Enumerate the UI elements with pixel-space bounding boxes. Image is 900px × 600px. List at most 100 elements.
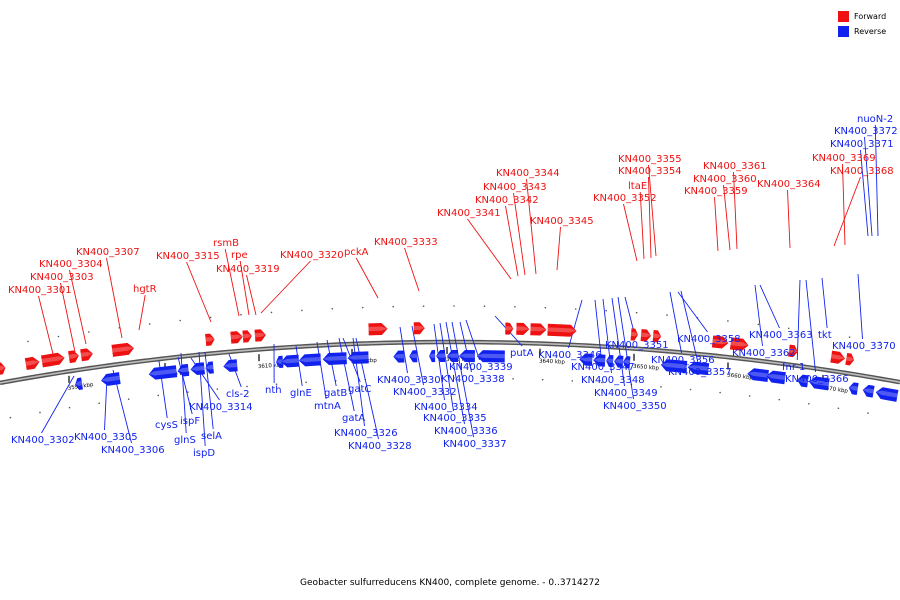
- strand-dot: [808, 402, 810, 405]
- forward-gene-label: KN400_3355: [618, 154, 682, 165]
- reverse-gene-arrow: [393, 350, 405, 363]
- gene-arrow-highlight: [322, 355, 347, 361]
- gene-arrow-highlight: [614, 359, 624, 364]
- forward-label-leader: [833, 176, 861, 247]
- reverse-label-leader: [617, 296, 634, 400]
- reverse-gene-label: KN400_3338: [441, 374, 505, 385]
- reverse-label-leader: [857, 273, 863, 340]
- kbp-tick-label: 3650 kbp: [633, 364, 660, 372]
- forward-gene-label: KN400_3333: [374, 237, 438, 248]
- forward-gene-arrow: [547, 323, 577, 337]
- reverse-gene-label: KN400_3347: [571, 362, 635, 373]
- gene-arrow-highlight: [845, 356, 855, 362]
- forward-gene-label: KN400_3304: [39, 259, 103, 270]
- strand-dot: [689, 388, 692, 391]
- reverse-gene-label: KN400_3356: [651, 355, 715, 366]
- reverse-gene-label: KN400_3336: [434, 426, 498, 437]
- reverse-label-leader: [860, 149, 869, 237]
- reverse-label-leader: [568, 299, 583, 349]
- reverse-gene-label: KN400_3349: [594, 388, 658, 399]
- reverse-label-leader: [338, 337, 355, 412]
- gene-arrow-highlight: [75, 381, 83, 386]
- gene-arrow-highlight: [875, 390, 898, 398]
- gene-arrow-highlight: [766, 374, 786, 380]
- gene-arrow-highlight: [747, 371, 769, 378]
- strand-dot: [719, 391, 721, 394]
- strand-dot: [727, 320, 729, 322]
- gene-arrow-highlight: [547, 327, 577, 333]
- strand-dot: [127, 398, 130, 400]
- strand-dot: [361, 306, 364, 309]
- gene-arrow-highlight: [68, 353, 79, 359]
- forward-label-leader: [138, 294, 146, 331]
- forward-gene-label: KN400_3320: [280, 250, 344, 261]
- strand-dot: [88, 331, 90, 333]
- strand-legend: Forward Reverse: [838, 9, 886, 39]
- gene-arrow-highlight: [298, 356, 321, 363]
- reverse-gene-arrow: [436, 350, 446, 363]
- forward-gene-arrow: [24, 356, 40, 371]
- forward-gene-arrow: [368, 322, 388, 336]
- forward-gene-label: KN400_3345: [530, 216, 594, 227]
- forward-gene-arrow: [505, 322, 514, 335]
- gene-arrow-highlight: [280, 358, 300, 364]
- strand-dot: [757, 323, 760, 326]
- reverse-label-leader: [669, 291, 682, 354]
- strand-dot: [57, 335, 60, 338]
- strand-dot: [818, 331, 820, 334]
- gene-arrow-highlight: [606, 358, 614, 363]
- gene-arrow-highlight: [830, 354, 846, 360]
- reverse-gene-arrow: [809, 376, 830, 391]
- gene-arrow-highlight: [80, 351, 93, 358]
- gene-arrow-highlight: [242, 333, 252, 339]
- forward-label-leader: [787, 189, 791, 249]
- strand-dot: [605, 309, 607, 312]
- reverse-gene-label: KN400_3351: [605, 340, 669, 351]
- gene-arrow-highlight: [275, 359, 284, 364]
- gene-arrow-highlight: [862, 388, 875, 394]
- reverse-label-leader: [754, 284, 763, 347]
- gene-arrow-highlight: [630, 331, 639, 337]
- forward-label-leader: [714, 196, 719, 252]
- gene-arrow-highlight: [190, 365, 205, 371]
- gene-arrow-highlight: [413, 325, 425, 331]
- forward-label-leader: [648, 176, 652, 259]
- forward-label-leader: [723, 184, 731, 251]
- forward-label-leader: [505, 205, 519, 277]
- strand-dot: [837, 407, 840, 410]
- reverse-gene-arrow: [579, 353, 593, 366]
- strand-dot: [216, 388, 219, 390]
- reverse-label-leader: [864, 136, 873, 237]
- gene-arrow-highlight: [660, 362, 687, 369]
- forward-gene-arrow: [640, 329, 652, 342]
- reverse-gene-arrow: [275, 355, 284, 368]
- strand-dot: [601, 381, 603, 384]
- reverse-gene-label: cls-2: [226, 389, 249, 400]
- forward-gene-arrow: [530, 323, 547, 336]
- kbp-tick-label: 3640 kbp: [539, 359, 566, 366]
- reverse-gene-label: KN400_3332: [393, 387, 457, 398]
- strand-dot: [209, 316, 212, 319]
- reverse-label-leader: [805, 279, 816, 373]
- reverse-gene-label: KN400_3358: [677, 334, 741, 345]
- gene-arrow-highlight: [100, 375, 121, 382]
- strand-dot: [879, 341, 881, 343]
- strand-dot: [544, 306, 547, 309]
- forward-label-leader: [38, 295, 54, 355]
- forward-gene-label: KN400_3303: [30, 272, 94, 283]
- reverse-label-leader: [411, 325, 424, 386]
- forward-label-leader: [106, 257, 123, 339]
- gene-arrow-highlight: [41, 356, 65, 364]
- reverse-gene-label: KN400_3334: [414, 402, 478, 413]
- gene-arrow-highlight: [458, 353, 475, 358]
- gene-arrow-highlight: [177, 367, 189, 373]
- reverse-gene-label: KN400_3366: [785, 374, 849, 385]
- forward-label-leader: [513, 192, 526, 276]
- strand-dot: [240, 313, 242, 316]
- reverse-label-leader: [104, 376, 108, 431]
- gene-arrow-highlight: [593, 357, 606, 363]
- reverse-label-leader: [465, 319, 480, 361]
- reverse-gene-arrow: [177, 363, 190, 377]
- gene-arrow-highlight: [516, 326, 530, 331]
- forward-label-leader: [556, 226, 561, 271]
